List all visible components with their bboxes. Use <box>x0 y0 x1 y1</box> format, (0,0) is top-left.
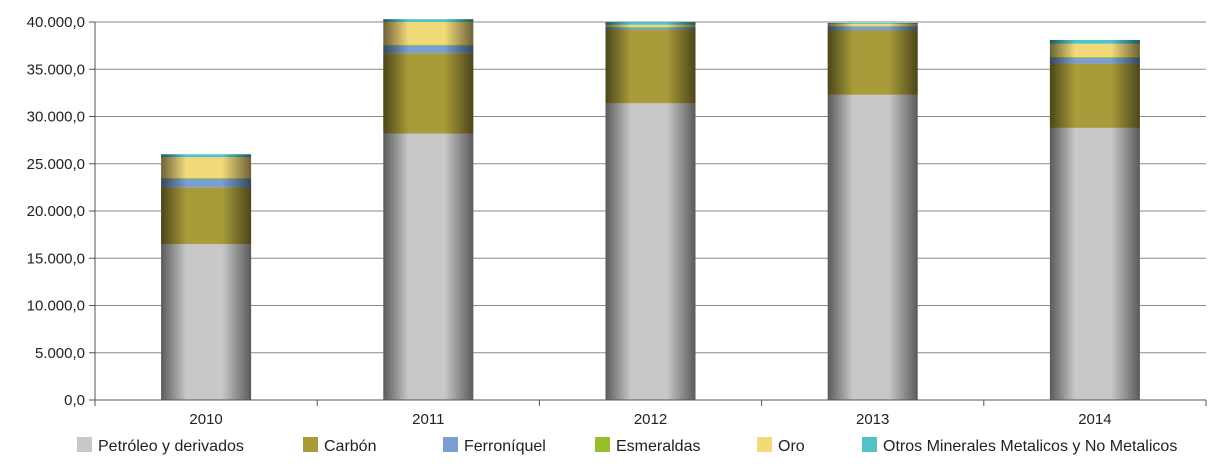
legend-swatch <box>303 437 318 452</box>
legend-item: Petróleo y derivados <box>77 437 244 455</box>
legend-item: Oro <box>757 437 805 455</box>
bar-stack-2010 <box>161 154 252 400</box>
y-tick-label: 30.000,0 <box>27 109 85 126</box>
legend-item: Ferroníquel <box>443 437 546 455</box>
x-tick-label: 2014 <box>1078 411 1111 428</box>
x-tick-label: 2011 <box>412 411 444 428</box>
legend-label: Petróleo y derivados <box>98 438 244 455</box>
x-tick-label: 2012 <box>634 411 667 428</box>
legend-swatch <box>77 437 92 452</box>
legend-swatch <box>757 437 772 452</box>
bar-shading <box>383 19 474 400</box>
y-tick-label: 15.000,0 <box>27 250 85 267</box>
legend-swatch <box>595 437 610 452</box>
legend-label: Ferroníquel <box>464 438 546 455</box>
x-tick-label: 2010 <box>189 411 222 428</box>
bar-shading <box>1049 39 1140 401</box>
legend-item: Carbón <box>303 437 376 455</box>
bar-shading <box>605 22 696 400</box>
y-axis: 0,0 5.000,0 10.000,0 15.000,0 20.000,0 25.000… <box>27 14 96 409</box>
y-tick-label: 35.000,0 <box>27 61 85 78</box>
bar-shading <box>161 154 252 400</box>
bar-shading <box>827 22 918 400</box>
bar-stack-2012 <box>605 22 696 401</box>
x-axis: 2010 2011 2012 2013 2014 <box>94 399 1207 428</box>
bar-stack-2013 <box>827 22 918 400</box>
legend: Petróleo y derivados Carbón Ferroníquel Esm… <box>77 437 1177 455</box>
legend-swatch <box>443 437 458 452</box>
legend-item: Esmeraldas <box>595 437 700 455</box>
legend-swatch <box>862 437 877 452</box>
y-tick-label: 5.000,0 <box>35 345 85 362</box>
y-tick-label: 40.000,0 <box>27 14 85 31</box>
bars-layer <box>161 19 1140 401</box>
y-tick-label: 20.000,0 <box>27 203 85 220</box>
bar-stack-2011 <box>383 19 474 400</box>
y-tick-label: 0,0 <box>64 392 85 409</box>
y-tick-label: 10.000,0 <box>27 298 85 315</box>
bar-stack-2014 <box>1049 39 1140 401</box>
x-tick-label: 2013 <box>856 411 889 428</box>
legend-label: Oro <box>778 438 805 455</box>
legend-label: Carbón <box>324 438 376 455</box>
legend-label: Otros Minerales Metalicos y No Metalicos <box>883 438 1177 455</box>
legend-label: Esmeraldas <box>616 438 700 455</box>
y-tick-label: 25.000,0 <box>27 156 85 173</box>
legend-item: Otros Minerales Metalicos y No Metalicos <box>862 437 1177 455</box>
